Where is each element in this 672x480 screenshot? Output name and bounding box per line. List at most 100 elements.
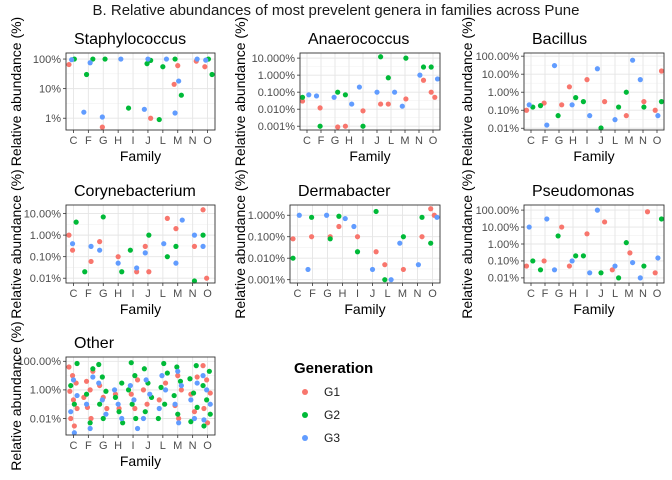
x-tick-label: N — [189, 288, 197, 300]
data-point-g1 — [175, 63, 180, 68]
data-point-g2 — [355, 249, 360, 254]
data-point-g2 — [659, 99, 664, 104]
data-point-g1 — [141, 387, 146, 392]
x-tick-label: G — [99, 288, 108, 300]
data-point-g3 — [201, 417, 206, 422]
data-point-g3 — [131, 397, 136, 402]
data-point-g3 — [134, 265, 139, 270]
data-point-g1 — [653, 270, 658, 275]
data-point-g1 — [659, 68, 664, 73]
data-point-g2 — [200, 383, 205, 388]
x-axis-title: Family — [344, 301, 385, 317]
data-point-g3 — [116, 402, 121, 407]
data-point-g2 — [191, 390, 196, 395]
data-point-g3 — [630, 260, 635, 265]
data-point-g3 — [208, 402, 213, 407]
panel-anaerococcus: 0.001%0.010%0.100%1.000%10.000%C F G H I J L M N… — [232, 17, 440, 166]
data-point-g3 — [172, 110, 177, 115]
data-point-g2 — [120, 420, 125, 425]
x-axis-title: Family — [573, 148, 614, 164]
y-tick-label: 0.001% — [258, 121, 296, 133]
x-tick-label: M — [173, 135, 182, 147]
data-point-g2 — [598, 270, 603, 275]
data-point-g2 — [97, 402, 102, 407]
data-point-g1 — [318, 105, 323, 110]
x-tick-label: G — [331, 135, 340, 147]
x-tick-label: N — [189, 440, 197, 452]
data-point-g2 — [336, 214, 341, 219]
data-point-g3 — [103, 412, 108, 417]
data-point-g3 — [400, 104, 405, 109]
data-point-g3 — [587, 270, 592, 275]
data-point-g3 — [357, 84, 362, 89]
x-tick-label: L — [160, 288, 166, 300]
x-tick-label: C — [294, 288, 302, 300]
data-point-g2 — [360, 124, 365, 129]
data-point-g1 — [163, 380, 168, 385]
data-point-g1 — [88, 259, 93, 264]
data-point-g3 — [389, 277, 394, 282]
data-point-g3 — [434, 215, 439, 220]
data-point-g2 — [204, 397, 209, 402]
data-point-g3 — [612, 117, 617, 122]
x-tick-label: C — [303, 135, 311, 147]
x-tick-label: I — [132, 135, 135, 147]
data-point-g2 — [172, 56, 177, 61]
data-point-g2 — [300, 95, 305, 100]
x-tick-label: N — [189, 135, 197, 147]
x-tick-label: J — [598, 288, 604, 300]
data-point-g3 — [145, 56, 150, 61]
data-point-g3 — [90, 374, 95, 379]
y-tick-label: 0.010% — [258, 104, 296, 116]
data-point-g3 — [374, 90, 379, 95]
data-point-g1 — [627, 250, 632, 255]
data-point-g1 — [421, 78, 426, 83]
data-point-g2 — [178, 379, 183, 384]
y-tick-label: 1.000% — [248, 210, 286, 222]
data-point-g2 — [201, 423, 206, 428]
x-tick-label: F — [542, 288, 549, 300]
data-point-g3 — [314, 93, 319, 98]
data-point-g3 — [135, 426, 140, 431]
y-axis-title: Relative abundance (%) — [459, 169, 475, 318]
data-point-g3 — [392, 90, 397, 95]
data-point-g1 — [403, 96, 408, 101]
data-point-g2 — [195, 405, 200, 410]
data-point-g2 — [165, 370, 170, 375]
legend: GenerationG1G2G3 — [294, 360, 373, 445]
x-tick-label: F — [85, 135, 92, 147]
y-tick-label: 1.00% — [30, 230, 61, 242]
data-point-g3 — [88, 60, 93, 65]
data-point-g1 — [88, 387, 93, 392]
x-tick-label: G — [555, 288, 564, 300]
data-point-g2 — [90, 366, 95, 371]
data-point-g1 — [559, 224, 564, 229]
data-point-g3 — [97, 248, 102, 253]
data-point-g2 — [624, 240, 629, 245]
x-tick-label: I — [585, 288, 588, 300]
data-point-g1 — [542, 258, 547, 263]
data-point-g2 — [74, 220, 79, 225]
y-tick-label: 0.100% — [248, 232, 286, 244]
data-point-g1 — [428, 206, 433, 211]
x-tick-label: N — [639, 288, 647, 300]
x-tick-label: L — [612, 288, 618, 300]
x-tick-label: C — [69, 135, 77, 147]
x-tick-label: F — [309, 288, 316, 300]
data-point-g3 — [552, 267, 557, 272]
y-tick-label: 100.00% — [476, 51, 520, 63]
data-point-g2 — [143, 409, 148, 414]
data-point-g1 — [72, 423, 77, 428]
x-tick-label: H — [569, 288, 577, 300]
x-tick-label: G — [323, 288, 332, 300]
data-point-g3 — [370, 267, 375, 272]
data-point-g2 — [421, 64, 426, 69]
data-point-g2 — [84, 392, 89, 397]
data-point-g1 — [524, 263, 529, 268]
y-tick-label: 0.01% — [30, 413, 61, 425]
data-point-g1 — [290, 236, 295, 241]
data-point-g3 — [527, 224, 532, 229]
data-point-g1 — [645, 209, 650, 214]
data-point-g3 — [630, 58, 635, 63]
y-axis-title: Relative abundance (%) — [232, 169, 248, 318]
